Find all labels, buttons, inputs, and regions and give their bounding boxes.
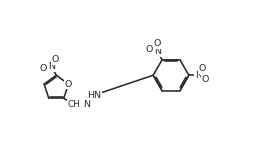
- Text: O: O: [52, 55, 59, 64]
- Text: N: N: [154, 47, 161, 56]
- Text: HN: HN: [88, 91, 102, 100]
- Text: O: O: [154, 39, 161, 48]
- Text: N: N: [83, 100, 90, 109]
- Text: O: O: [199, 64, 206, 73]
- Text: O: O: [202, 75, 209, 84]
- Text: O: O: [65, 80, 72, 89]
- Text: N: N: [195, 71, 202, 80]
- Text: O: O: [146, 45, 153, 54]
- Text: N: N: [48, 62, 55, 71]
- Text: CH: CH: [68, 100, 81, 109]
- Text: O: O: [40, 64, 47, 73]
